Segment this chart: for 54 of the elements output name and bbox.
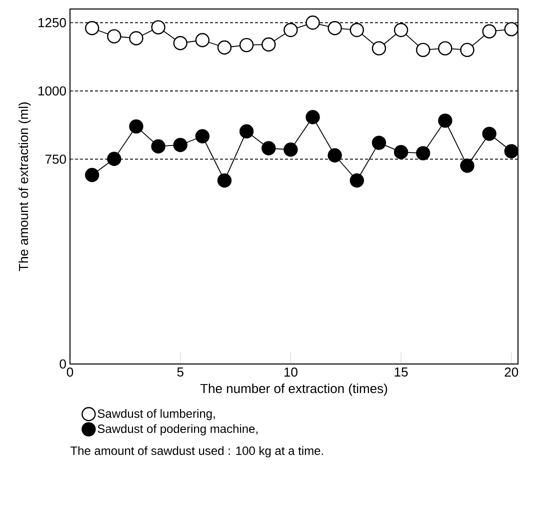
point bbox=[394, 144, 408, 160]
point bbox=[107, 152, 122, 166]
point bbox=[372, 41, 386, 56]
point bbox=[151, 139, 166, 154]
y-axis-title: The amount of extraction (ml) bbox=[18, 102, 31, 272]
point bbox=[129, 31, 144, 46]
x-tick-label: 5 bbox=[177, 368, 184, 377]
point bbox=[416, 146, 430, 160]
point bbox=[239, 124, 254, 138]
x-tick-label: 15 bbox=[394, 368, 408, 377]
point bbox=[284, 142, 298, 157]
y-tick-label: 1250 bbox=[38, 18, 66, 28]
legend-label: Sawdust of lumbering, bbox=[98, 409, 215, 420]
point bbox=[84, 21, 100, 36]
point bbox=[350, 22, 364, 38]
point bbox=[173, 36, 188, 50]
point bbox=[217, 40, 232, 55]
point bbox=[328, 148, 342, 162]
point bbox=[129, 119, 144, 134]
point bbox=[394, 22, 408, 38]
point bbox=[460, 158, 474, 173]
point bbox=[306, 16, 320, 30]
point bbox=[239, 38, 254, 52]
point bbox=[482, 24, 496, 38]
point bbox=[107, 29, 122, 44]
y-tick-label: 750 bbox=[45, 154, 66, 164]
x-tick-label: 10 bbox=[284, 368, 298, 377]
point bbox=[438, 41, 452, 56]
point bbox=[284, 22, 298, 38]
point bbox=[306, 110, 320, 124]
point bbox=[504, 22, 518, 36]
point bbox=[151, 20, 166, 34]
y-tick-label: 0 bbox=[60, 359, 66, 369]
point bbox=[173, 138, 188, 152]
point bbox=[328, 21, 342, 36]
point bbox=[350, 173, 364, 188]
point bbox=[262, 141, 276, 156]
point bbox=[438, 114, 452, 128]
point bbox=[416, 42, 430, 58]
y-tick-label: 1000 bbox=[38, 86, 66, 96]
point bbox=[217, 173, 232, 188]
point bbox=[504, 144, 518, 158]
x-axis-title: The number of extraction (times) bbox=[200, 384, 388, 396]
point bbox=[262, 37, 276, 52]
legend-label: Sawdust of podering machine, bbox=[98, 424, 258, 436]
text: The amount of sawdust used : 100 kg at a time. bbox=[70, 446, 323, 458]
point bbox=[84, 168, 100, 182]
point bbox=[460, 42, 474, 58]
x-tick-label: 20 bbox=[504, 368, 518, 377]
point bbox=[372, 136, 386, 150]
point bbox=[195, 129, 210, 144]
point bbox=[482, 126, 496, 141]
point bbox=[195, 33, 210, 48]
x-tick-label: 0 bbox=[66, 368, 74, 377]
